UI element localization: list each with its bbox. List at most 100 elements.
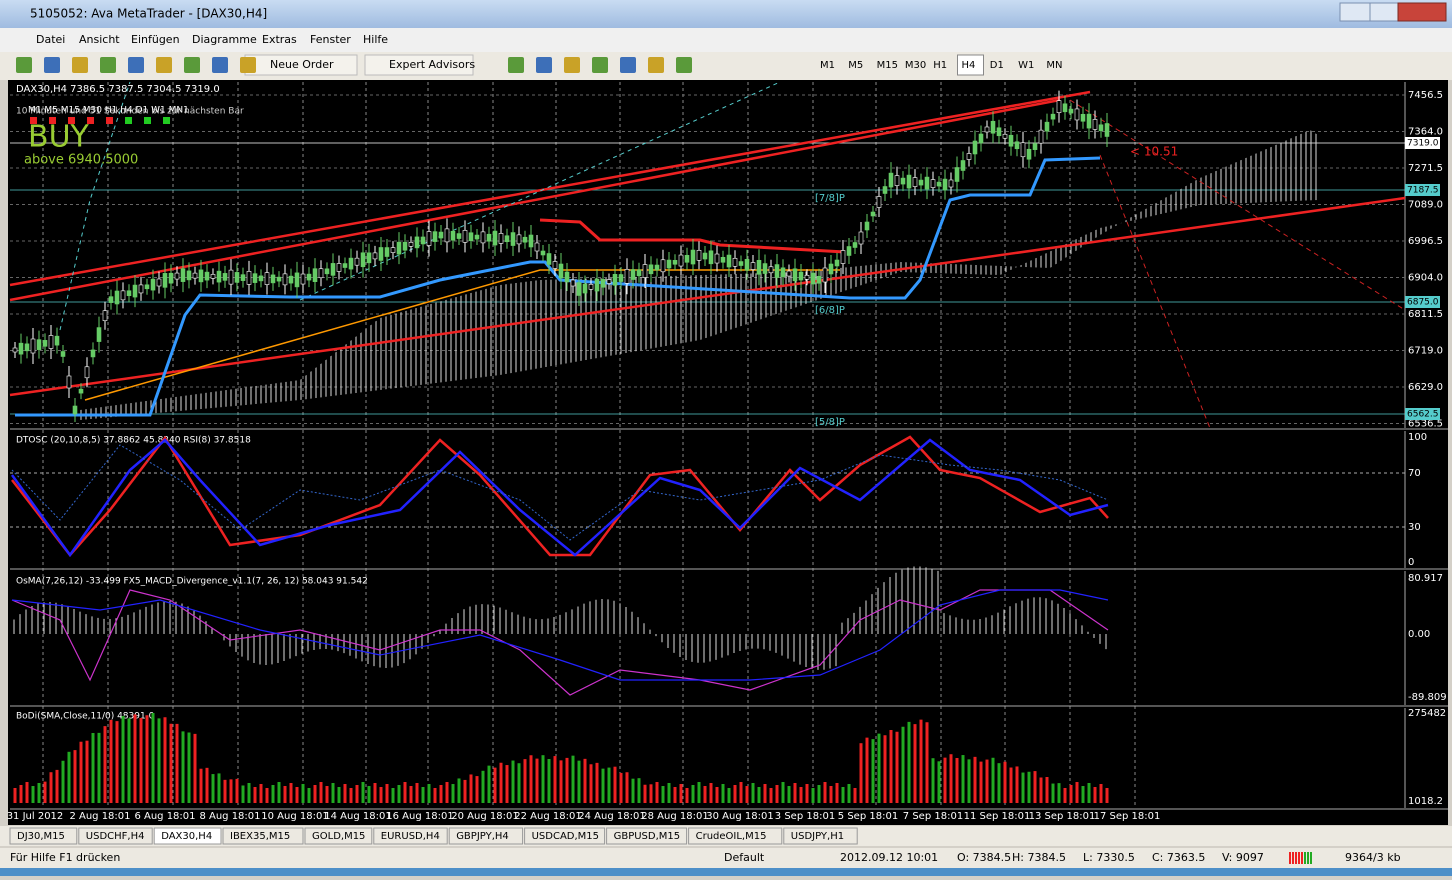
menu-item[interactable]: Extras bbox=[262, 33, 297, 46]
chart-tab[interactable] bbox=[524, 827, 606, 845]
distance-label: < 10.51 bbox=[1130, 145, 1178, 159]
candle-body bbox=[438, 231, 444, 239]
taskbar bbox=[0, 868, 1452, 876]
candle-body bbox=[858, 231, 864, 245]
status-field: L: 7330.5 bbox=[1083, 851, 1135, 864]
candle-body bbox=[660, 259, 666, 273]
toolbar-icon[interactable] bbox=[156, 57, 172, 73]
toolbar-icon[interactable] bbox=[676, 57, 692, 73]
toolbar-icon[interactable] bbox=[184, 57, 200, 73]
candle-body bbox=[774, 264, 780, 278]
timeframe-button[interactable]: M1 bbox=[820, 60, 835, 71]
candle-body bbox=[174, 272, 180, 280]
toolbar-icon[interactable] bbox=[16, 57, 32, 73]
chart-tab[interactable] bbox=[448, 827, 524, 845]
candle-body bbox=[600, 278, 606, 288]
price-label: 6536.5 bbox=[1408, 419, 1443, 430]
candle-body bbox=[372, 252, 378, 260]
candle-body bbox=[144, 284, 150, 290]
candle-body bbox=[738, 261, 744, 266]
signal-square bbox=[30, 117, 37, 124]
timeframe-button[interactable]: H4 bbox=[962, 60, 976, 71]
candle-body bbox=[984, 126, 990, 133]
signal-square bbox=[87, 117, 94, 124]
indicator-axis-label: 1018.2 bbox=[1408, 796, 1443, 807]
date-label: 17 Sep 18:01 bbox=[1094, 811, 1161, 822]
chart-tab[interactable] bbox=[783, 827, 858, 845]
candle-body bbox=[822, 267, 828, 283]
menu-item[interactable]: Einfügen bbox=[131, 33, 180, 46]
chart-tab[interactable] bbox=[304, 827, 373, 845]
toolbar-icon[interactable] bbox=[536, 57, 552, 73]
candle-body bbox=[306, 273, 312, 281]
candle-body bbox=[1020, 142, 1026, 158]
candle-body bbox=[24, 343, 30, 352]
candle-body bbox=[234, 272, 240, 283]
candle-body bbox=[48, 335, 54, 349]
menu-item[interactable]: Ansicht bbox=[79, 33, 120, 46]
candle-body bbox=[162, 273, 168, 288]
toolbar-icon[interactable] bbox=[100, 57, 116, 73]
timeframe-button[interactable]: MN bbox=[1046, 60, 1062, 71]
timeframe-button[interactable]: M30 bbox=[905, 60, 926, 71]
price-label: 7271.5 bbox=[1408, 163, 1443, 174]
chart-tab[interactable] bbox=[688, 827, 783, 845]
maximize-button[interactable] bbox=[1369, 2, 1399, 22]
expert-advisors-button[interactable] bbox=[364, 54, 474, 76]
timeframe-button[interactable]: D1 bbox=[990, 60, 1004, 71]
toolbar-icon[interactable] bbox=[128, 57, 144, 73]
candle-body bbox=[606, 279, 612, 284]
candle-body bbox=[96, 327, 102, 342]
menu-item[interactable]: Diagramme bbox=[192, 33, 257, 46]
chart-tab[interactable] bbox=[9, 827, 78, 845]
minimize-button[interactable] bbox=[1339, 2, 1371, 22]
date-label: 6 Aug 18:01 bbox=[134, 811, 195, 822]
candle-body bbox=[204, 271, 210, 281]
menu-item[interactable]: Fenster bbox=[310, 33, 351, 46]
candle-body bbox=[288, 275, 294, 284]
toolbar-icon[interactable] bbox=[212, 57, 228, 73]
menu-item[interactable]: Datei bbox=[36, 33, 65, 46]
toolbar-icon[interactable] bbox=[620, 57, 636, 73]
price-box bbox=[1405, 184, 1440, 196]
candle-body bbox=[90, 349, 96, 358]
timeframe-button[interactable]: H1 bbox=[933, 60, 947, 71]
candle-body bbox=[954, 167, 960, 182]
chart-tab[interactable] bbox=[153, 827, 222, 845]
toolbar-icon[interactable] bbox=[44, 57, 60, 73]
chart-tab[interactable] bbox=[606, 827, 688, 845]
candle-body bbox=[852, 242, 858, 248]
toolbar-icon[interactable] bbox=[648, 57, 664, 73]
toolbar-icon[interactable] bbox=[508, 57, 524, 73]
timeframe-button[interactable]: M5 bbox=[848, 60, 863, 71]
candle-body bbox=[918, 179, 924, 186]
date-label: 13 Sep 18:01 bbox=[1029, 811, 1096, 822]
timeframe-button[interactable]: W1 bbox=[1018, 60, 1034, 71]
candle-body bbox=[924, 176, 930, 190]
toolbar-icon[interactable] bbox=[240, 57, 256, 73]
candle-body bbox=[510, 232, 516, 246]
toolbar-icon[interactable] bbox=[592, 57, 608, 73]
chart-tab-label: GBPJPY,H4 bbox=[456, 831, 509, 842]
indicator-header: BoDi(SMA,Close,11/0) 48391.0 bbox=[16, 712, 155, 722]
toolbar-icon[interactable] bbox=[72, 57, 88, 73]
menu-item[interactable]: Hilfe bbox=[363, 33, 388, 46]
chart-tab[interactable] bbox=[373, 827, 448, 845]
date-label: 11 Sep 18:01 bbox=[964, 811, 1031, 822]
date-label: 24 Aug 18:01 bbox=[578, 811, 645, 822]
candle-body bbox=[486, 233, 492, 242]
chart-tab[interactable] bbox=[222, 827, 304, 845]
date-label: 5 Sep 18:01 bbox=[838, 811, 898, 822]
close-button[interactable] bbox=[1397, 2, 1447, 22]
candle-body bbox=[78, 388, 84, 394]
candle-body bbox=[282, 273, 288, 286]
timeframe-button[interactable]: M15 bbox=[877, 60, 898, 71]
chart-tab-label: DJ30,M15 bbox=[17, 831, 65, 842]
bar-timer: 10 Minuten und 51 Sekunden bis zur nächs… bbox=[16, 107, 244, 117]
signal-square bbox=[125, 117, 132, 124]
candle-body bbox=[630, 269, 636, 280]
toolbar-icon[interactable] bbox=[564, 57, 580, 73]
chart-tab[interactable] bbox=[78, 827, 153, 845]
candle-body bbox=[792, 268, 798, 282]
candle-body bbox=[330, 263, 336, 276]
